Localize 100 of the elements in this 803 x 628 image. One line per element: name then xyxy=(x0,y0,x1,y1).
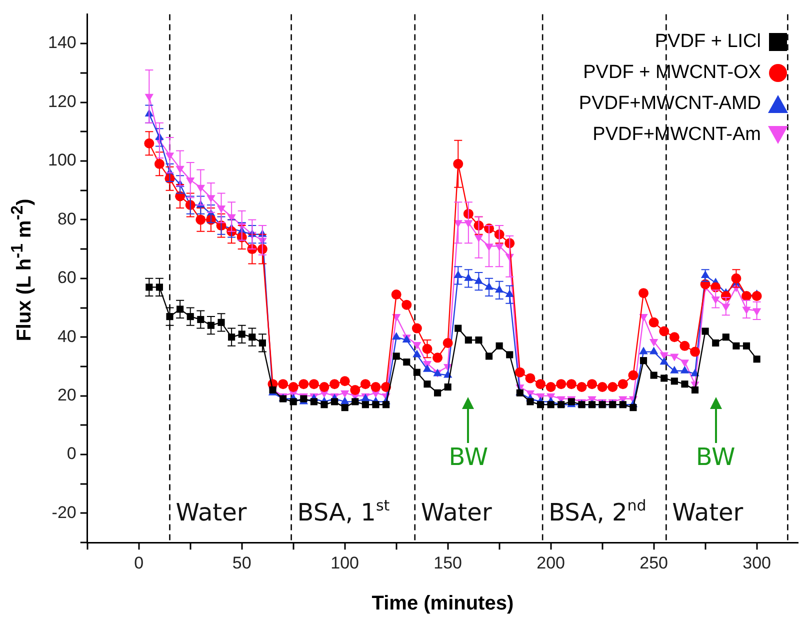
point xyxy=(403,358,410,366)
point xyxy=(360,379,370,390)
point xyxy=(340,390,350,398)
point xyxy=(514,367,525,378)
x-tick-label: 300 xyxy=(742,553,771,572)
point xyxy=(690,368,700,376)
point xyxy=(576,382,587,392)
point xyxy=(680,340,690,351)
point xyxy=(496,342,503,350)
point xyxy=(753,356,760,363)
x-tick-label: 100 xyxy=(330,553,360,572)
point xyxy=(680,360,690,368)
point xyxy=(340,396,350,404)
point xyxy=(669,332,680,342)
point xyxy=(506,351,514,358)
point xyxy=(298,379,309,390)
point xyxy=(412,342,422,350)
legend-label: PVDF + MWCNT-OX xyxy=(583,61,761,85)
ref-line-label: Water xyxy=(420,498,492,527)
point xyxy=(556,379,566,390)
point xyxy=(288,382,298,392)
point xyxy=(290,398,297,406)
y-tick-label: 100 xyxy=(48,150,76,170)
y-tick-label: 120 xyxy=(48,92,76,111)
point xyxy=(660,357,668,365)
y-tick-label: 20 xyxy=(57,386,76,405)
point xyxy=(597,382,608,392)
point xyxy=(320,401,328,408)
point xyxy=(475,336,482,344)
point xyxy=(350,384,360,395)
point xyxy=(536,401,544,408)
point xyxy=(547,401,554,408)
point xyxy=(648,317,659,328)
y-tick-label: -20 xyxy=(52,502,76,522)
point xyxy=(722,334,730,341)
point xyxy=(412,323,422,334)
point xyxy=(392,352,400,360)
point xyxy=(587,379,598,390)
x-tick-label: 200 xyxy=(536,553,566,572)
point xyxy=(681,380,688,388)
annotation: BW xyxy=(448,442,488,471)
point xyxy=(442,338,453,348)
point xyxy=(176,306,184,313)
point xyxy=(649,339,658,347)
point xyxy=(310,398,318,406)
point xyxy=(691,386,699,394)
point xyxy=(166,313,174,320)
legend-label: PVDF+MWCNT-AMD xyxy=(578,92,761,116)
annotation: BW xyxy=(696,442,736,471)
point xyxy=(546,382,556,392)
x-tick-label: 50 xyxy=(232,553,252,572)
point xyxy=(659,326,670,336)
x-axis-title: Time (minutes) xyxy=(372,592,514,615)
point xyxy=(526,398,534,406)
point xyxy=(618,379,628,390)
y-tick-label: 40 xyxy=(57,326,76,346)
point xyxy=(370,382,381,392)
point xyxy=(660,374,668,382)
point xyxy=(330,379,340,390)
point xyxy=(382,401,390,408)
point xyxy=(702,328,709,335)
point xyxy=(362,401,369,408)
x-tick-label: 250 xyxy=(640,553,668,572)
x-tick-label: 0 xyxy=(134,553,144,572)
point xyxy=(742,291,752,302)
point xyxy=(391,290,402,300)
ref-line-label: Water xyxy=(672,498,744,527)
point xyxy=(413,368,420,376)
point xyxy=(432,352,443,363)
point xyxy=(649,346,658,354)
point xyxy=(640,357,648,364)
point xyxy=(639,346,648,354)
point xyxy=(402,300,412,310)
point xyxy=(434,389,442,396)
point xyxy=(742,342,750,350)
y-tick-label: 140 xyxy=(48,33,76,52)
point xyxy=(670,354,679,362)
point xyxy=(638,288,649,298)
point xyxy=(566,379,576,390)
point xyxy=(690,346,700,357)
point xyxy=(732,342,740,350)
point xyxy=(454,324,462,332)
point xyxy=(412,350,422,358)
point xyxy=(319,382,330,392)
point xyxy=(650,372,658,379)
point xyxy=(444,383,452,391)
point xyxy=(340,376,350,386)
x-tick-label: 150 xyxy=(434,553,462,572)
point xyxy=(628,370,638,380)
ref-line-label: Water xyxy=(176,498,247,527)
point xyxy=(752,291,762,302)
point xyxy=(218,318,225,326)
point xyxy=(608,382,618,392)
y-tick-label: 80 xyxy=(57,209,76,228)
point xyxy=(278,379,288,390)
point xyxy=(308,379,319,390)
point xyxy=(630,404,637,412)
legend-label: PVDF+MWCNT-Am xyxy=(592,123,761,147)
point xyxy=(712,339,720,347)
point xyxy=(525,373,536,384)
